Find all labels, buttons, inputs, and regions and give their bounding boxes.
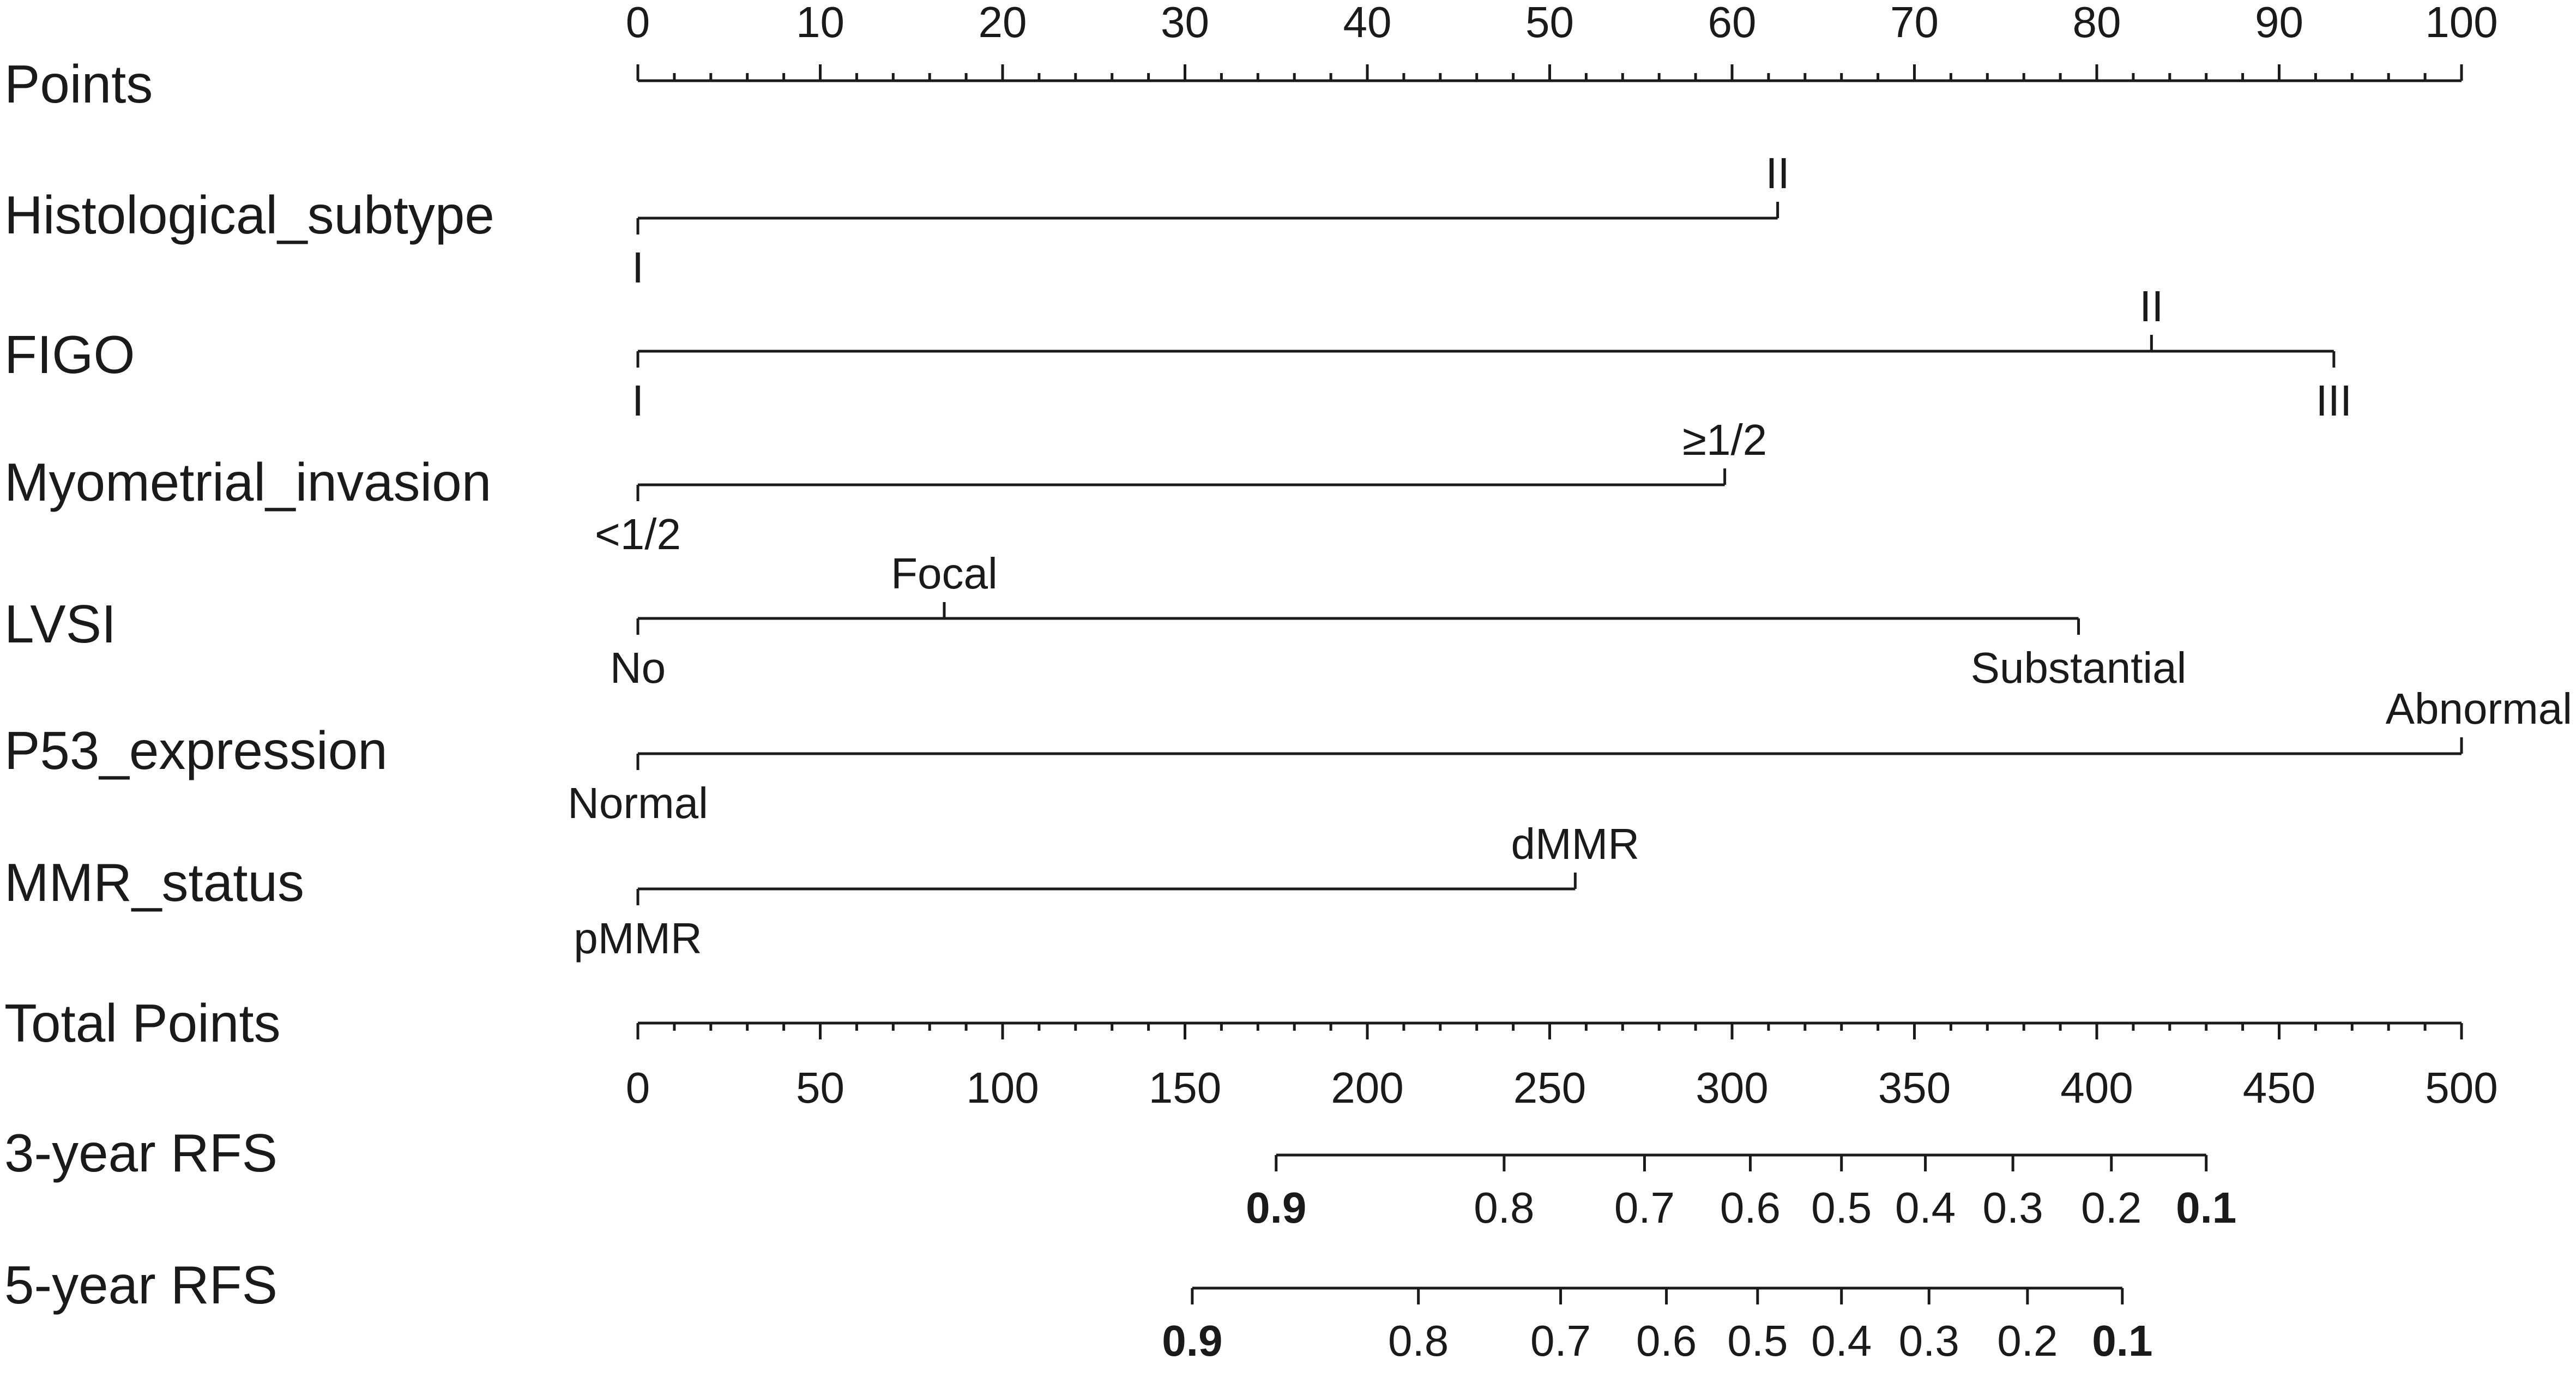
rfs-3yr-tick-label: 0.1 xyxy=(2176,1183,2236,1232)
rfs-5yr-tick-label: 0.9 xyxy=(1162,1316,1222,1365)
points-tick-label: 70 xyxy=(1890,0,1939,46)
points-tick-label: 20 xyxy=(979,0,1027,46)
mmr-status-level-label: dMMR xyxy=(1511,820,1640,868)
points-tick-label: 60 xyxy=(1708,0,1757,46)
rfs-3yr-tick-label: 0.6 xyxy=(1720,1183,1781,1232)
lvsi-level-label: Substantial xyxy=(1971,644,2187,692)
total-points-row-label: Total Points xyxy=(4,993,281,1053)
rfs-5yr-tick-label: 0.2 xyxy=(1997,1316,2058,1365)
rfs-3yr-tick-label: 0.5 xyxy=(1811,1183,1872,1232)
histological-subtype-level-label: II xyxy=(1765,149,1789,197)
points-tick-label: 30 xyxy=(1161,0,1209,46)
total-points-tick-label: 300 xyxy=(1696,1063,1768,1112)
points-tick-label: 0 xyxy=(626,0,650,46)
rfs-5yr-tick-label: 0.3 xyxy=(1899,1316,1959,1365)
total-points-tick-label: 50 xyxy=(796,1063,844,1112)
rfs-5yr-tick-label: 0.4 xyxy=(1811,1316,1872,1365)
total-points-tick-label: 450 xyxy=(2243,1063,2315,1112)
p53-expression-level-label: Abnormal xyxy=(2386,684,2572,733)
total-points-tick-label: 0 xyxy=(626,1063,650,1112)
figo-level-label: III xyxy=(2316,376,2352,425)
points-tick-label: 100 xyxy=(2425,0,2497,46)
rfs-3yr-tick-label: 0.9 xyxy=(1246,1183,1306,1232)
lvsi-level-label: No xyxy=(610,644,666,692)
figo-level-label: II xyxy=(2139,282,2163,330)
rfs-3yr-row-label: 3-year RFS xyxy=(4,1123,277,1183)
p53-expression-level-label: Normal xyxy=(568,779,708,827)
rfs-3yr-tick-label: 0.3 xyxy=(1983,1183,2043,1232)
rfs-5yr-tick-label: 0.7 xyxy=(1530,1316,1591,1365)
lvsi-row-label: LVSI xyxy=(4,594,116,654)
points-tick-label: 50 xyxy=(1525,0,1574,46)
rfs-5yr-row-label: 5-year RFS xyxy=(4,1255,277,1315)
points-tick-label: 80 xyxy=(2073,0,2121,46)
total-points-tick-label: 350 xyxy=(1878,1063,1951,1112)
rfs-5yr-tick-label: 0.1 xyxy=(2092,1316,2152,1365)
histological-subtype-level-label: I xyxy=(632,243,644,292)
total-points-tick-label: 250 xyxy=(1513,1063,1586,1112)
rfs-5yr-tick-label: 0.8 xyxy=(1388,1316,1449,1365)
histological-subtype-row-label: Histological_subtype xyxy=(4,185,494,245)
rfs-3yr-tick-label: 0.8 xyxy=(1474,1183,1534,1232)
lvsi-level-label: Focal xyxy=(891,549,998,598)
figo-level-label: I xyxy=(632,376,644,425)
rfs-5yr-tick-label: 0.5 xyxy=(1727,1316,1788,1365)
mmr-status-row-label: MMR_status xyxy=(4,852,304,912)
rfs-3yr-tick-label: 0.7 xyxy=(1614,1183,1675,1232)
total-points-tick-label: 200 xyxy=(1331,1063,1403,1112)
points-row-label: Points xyxy=(4,54,153,114)
points-tick-label: 90 xyxy=(2255,0,2303,46)
rfs-3yr-tick-label: 0.2 xyxy=(2081,1183,2141,1232)
total-points-tick-label: 150 xyxy=(1149,1063,1221,1112)
myometrial-invasion-row-label: Myometrial_invasion xyxy=(4,452,491,512)
total-points-tick-label: 500 xyxy=(2425,1063,2497,1112)
points-tick-label: 10 xyxy=(796,0,844,46)
total-points-tick-label: 400 xyxy=(2060,1063,2133,1112)
myometrial-invasion-level-label: ≥1/2 xyxy=(1682,416,1767,464)
points-tick-label: 40 xyxy=(1343,0,1392,46)
rfs-5yr-tick-label: 0.6 xyxy=(1636,1316,1697,1365)
mmr-status-level-label: pMMR xyxy=(574,914,702,963)
myometrial-invasion-level-label: <1/2 xyxy=(595,510,681,558)
total-points-tick-label: 100 xyxy=(966,1063,1039,1112)
rfs-3yr-tick-label: 0.4 xyxy=(1895,1183,1956,1232)
figo-row-label: FIGO xyxy=(4,324,135,384)
p53-expression-row-label: P53_expression xyxy=(4,720,388,780)
